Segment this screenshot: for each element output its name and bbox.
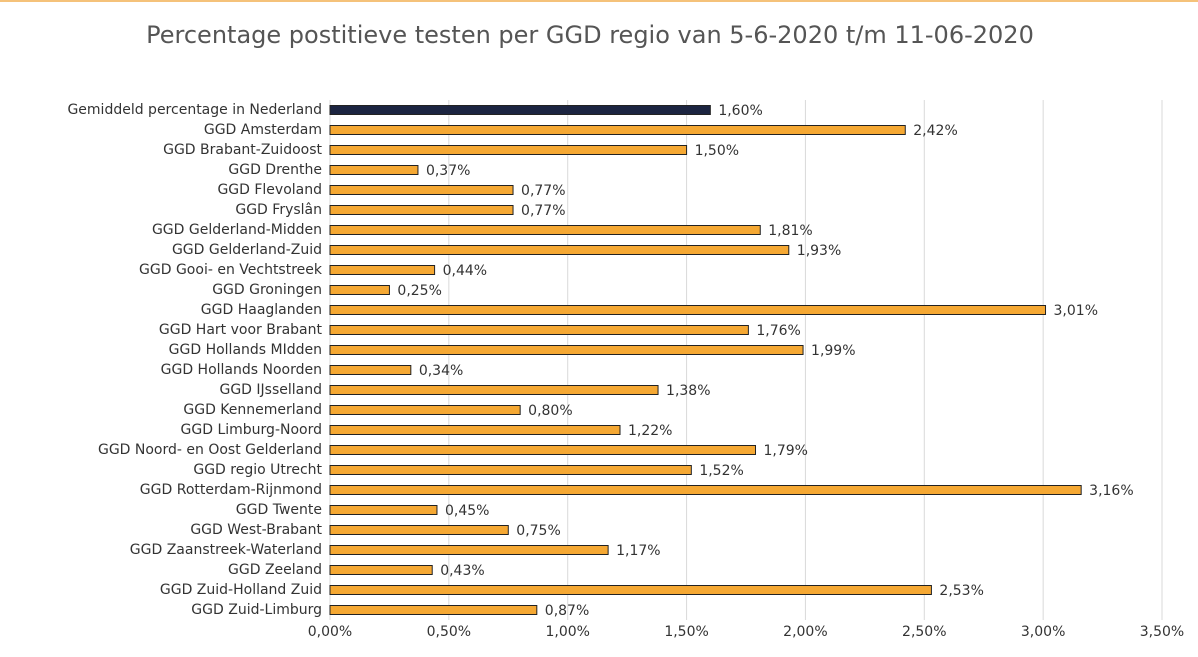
bar xyxy=(329,225,761,235)
y-tick-label: GGD Gooi- en Vechtstreek xyxy=(139,262,323,278)
x-tick-label: 2,00% xyxy=(783,624,827,640)
bar xyxy=(329,245,790,255)
value-label: 1,17% xyxy=(616,543,660,559)
y-tick-label: GGD IJsselland xyxy=(219,382,322,398)
x-tick-label: 1,50% xyxy=(664,624,708,640)
value-label: 0,45% xyxy=(445,503,489,519)
x-tick-label: 3,00% xyxy=(1021,624,1065,640)
bar xyxy=(329,205,514,215)
bar xyxy=(329,165,419,175)
y-tick-label: GGD Flevoland xyxy=(217,182,322,198)
y-tick-label: GGD Haaglanden xyxy=(201,302,322,318)
y-tick-label: GGD Groningen xyxy=(212,282,322,298)
value-label: 3,16% xyxy=(1089,483,1133,499)
x-tick-label: 3,50% xyxy=(1140,624,1184,640)
y-tick-label: GGD Hollands Noorden xyxy=(161,362,322,378)
chart-title: Percentage postitieve testen per GGD reg… xyxy=(146,21,1034,49)
bar xyxy=(329,525,509,535)
bar xyxy=(329,445,757,455)
value-label: 1,22% xyxy=(628,423,672,439)
y-tick-label: GGD Zeeland xyxy=(228,562,322,578)
bar xyxy=(329,325,749,335)
bar xyxy=(329,605,538,615)
value-label: 1,79% xyxy=(764,443,808,459)
bar xyxy=(329,345,804,355)
bar xyxy=(329,545,609,555)
bar xyxy=(329,405,521,415)
y-tick-label: GGD Hollands MIdden xyxy=(169,342,322,358)
value-label: 0,43% xyxy=(440,563,484,579)
bar xyxy=(329,365,412,375)
y-tick-label: GGD Gelderland-Zuid xyxy=(172,242,322,258)
value-label: 0,80% xyxy=(528,403,572,419)
value-label: 0,77% xyxy=(521,183,565,199)
y-tick-label: GGD Brabant-Zuidoost xyxy=(163,142,322,158)
value-label: 0,77% xyxy=(521,203,565,219)
y-tick-label: GGD Fryslân xyxy=(235,202,322,218)
y-tick-label: Gemiddeld percentage in Nederland xyxy=(67,102,322,118)
bar xyxy=(329,285,390,295)
bar xyxy=(329,585,932,595)
value-label: 1,81% xyxy=(768,223,812,239)
value-label: 1,52% xyxy=(699,463,743,479)
bar xyxy=(329,145,688,155)
y-tick-label: GGD Gelderland-Midden xyxy=(152,222,322,238)
value-label: 0,37% xyxy=(426,163,470,179)
value-label: 0,87% xyxy=(545,603,589,619)
y-tick-label: GGD Limburg-Noord xyxy=(181,422,322,438)
y-tick-label: GGD Kennemerland xyxy=(183,402,322,418)
y-tick-label: GGD West-Brabant xyxy=(190,522,322,538)
value-label: 2,42% xyxy=(913,123,957,139)
bar xyxy=(329,265,436,275)
bar xyxy=(329,125,906,135)
bar xyxy=(329,185,514,195)
bar xyxy=(329,465,692,475)
y-tick-label: GGD Hart voor Brabant xyxy=(159,322,323,338)
value-label: 0,44% xyxy=(443,263,487,279)
x-tick-label: 0,00% xyxy=(308,624,352,640)
y-tick-label: GGD regio Utrecht xyxy=(193,462,322,478)
y-tick-label: GGD Noord- en Oost Gelderland xyxy=(98,442,322,458)
y-tick-label: GGD Twente xyxy=(236,502,322,518)
value-label: 1,76% xyxy=(756,323,800,339)
bar xyxy=(329,565,433,575)
bar xyxy=(329,505,438,515)
value-label: 0,75% xyxy=(516,523,560,539)
value-label: 0,34% xyxy=(419,363,463,379)
y-tick-label: GGD Drenthe xyxy=(228,162,322,178)
value-label: 2,53% xyxy=(939,583,983,599)
bar xyxy=(329,305,1047,315)
value-label: 1,60% xyxy=(718,103,762,119)
x-tick-label: 0,50% xyxy=(427,624,471,640)
value-label: 0,25% xyxy=(397,283,441,299)
bar xyxy=(329,105,711,115)
y-tick-label: GGD Zaanstreek-Waterland xyxy=(130,542,322,558)
y-tick-label: GGD Zuid-Holland Zuid xyxy=(160,582,322,598)
bar xyxy=(329,485,1082,495)
y-tick-label: GGD Zuid-Limburg xyxy=(191,602,322,618)
x-tick-label: 1,00% xyxy=(545,624,589,640)
x-tick-label: 2,50% xyxy=(902,624,946,640)
value-label: 3,01% xyxy=(1054,303,1098,319)
y-tick-label: GGD Rotterdam-Rijnmond xyxy=(140,482,322,498)
bar xyxy=(329,385,659,395)
value-label: 1,99% xyxy=(811,343,855,359)
value-label: 1,93% xyxy=(797,243,841,259)
y-tick-label: GGD Amsterdam xyxy=(204,122,322,138)
value-label: 1,50% xyxy=(695,143,739,159)
bar xyxy=(329,425,621,435)
value-label: 1,38% xyxy=(666,383,710,399)
